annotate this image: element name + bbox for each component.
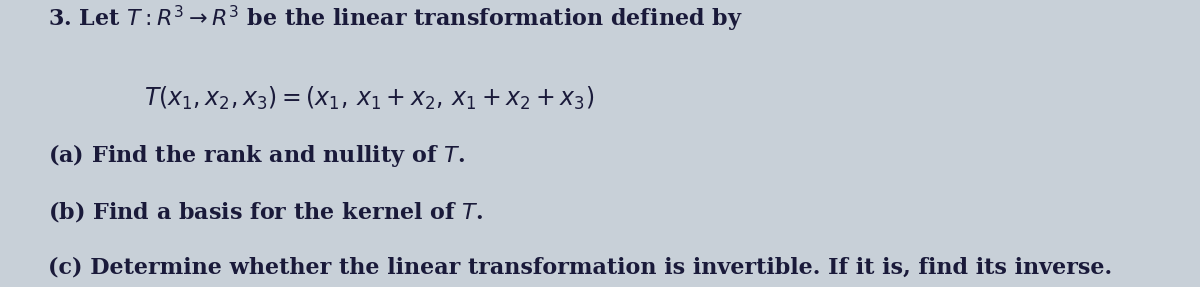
Text: 3. Let $T:R^3 \rightarrow R^3$ be the linear transformation defined by: 3. Let $T:R^3 \rightarrow R^3$ be the li… (48, 4, 743, 34)
Text: (c) Determine whether the linear transformation is invertible. If it is, find it: (c) Determine whether the linear transfo… (48, 256, 1112, 278)
Text: $T(x_1,x_2,x_3)=(x_1,\,x_1+x_2,\,x_1+x_2+x_3)$: $T(x_1,x_2,x_3)=(x_1,\,x_1+x_2,\,x_1+x_2… (144, 85, 594, 112)
Text: (a) Find the rank and nullity of $T$.: (a) Find the rank and nullity of $T$. (48, 142, 464, 169)
Text: (b) Find a basis for the kernel of $T$.: (b) Find a basis for the kernel of $T$. (48, 199, 484, 224)
